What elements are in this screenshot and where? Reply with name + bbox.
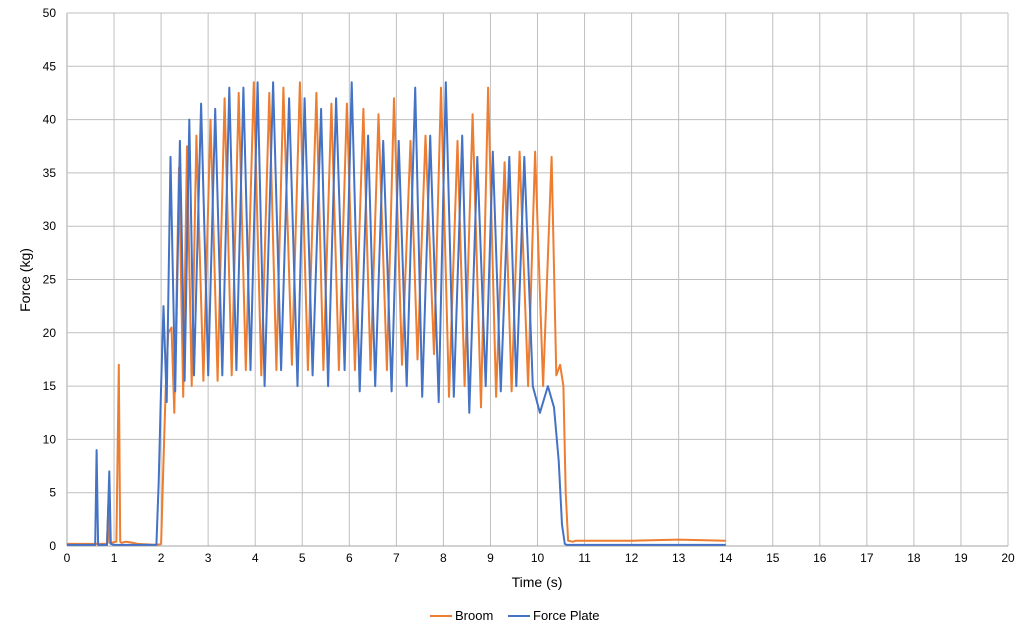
y-tick-label: 0 <box>49 539 56 553</box>
x-tick-label: 0 <box>64 551 71 565</box>
legend-label-broom: Broom <box>455 608 493 623</box>
x-tick-label: 3 <box>205 551 212 565</box>
y-tick-label: 30 <box>43 219 57 233</box>
x-tick-label: 9 <box>487 551 494 565</box>
series-lines <box>67 81 726 546</box>
y-tick-label: 5 <box>49 486 56 500</box>
y-tick-label: 45 <box>43 59 57 73</box>
legend: Broom Force Plate <box>430 608 599 623</box>
series-line-force-plate <box>67 81 726 546</box>
y-tick-label: 15 <box>43 379 57 393</box>
x-tick-label: 10 <box>531 551 545 565</box>
x-tick-label: 17 <box>860 551 874 565</box>
y-tick-label: 40 <box>43 113 57 127</box>
x-tick-label: 13 <box>672 551 686 565</box>
x-tick-label: 4 <box>252 551 259 565</box>
x-tick-label: 14 <box>719 551 733 565</box>
y-tick-labels: 0 5 10 15 20 25 30 35 40 45 50 <box>43 6 57 553</box>
legend-label-force-plate: Force Plate <box>533 608 599 623</box>
grid-lines <box>66 12 1009 547</box>
x-tick-label: 11 <box>578 551 591 565</box>
y-tick-label: 20 <box>43 326 57 340</box>
x-tick-label: 2 <box>158 551 165 565</box>
x-tick-label: 15 <box>766 551 780 565</box>
x-axis-title: Time (s) <box>512 574 563 590</box>
x-tick-label: 20 <box>1001 551 1015 565</box>
x-tick-label: 12 <box>625 551 639 565</box>
x-tick-label: 1 <box>111 551 118 565</box>
series-line-broom <box>67 81 726 546</box>
x-tick-labels: 0 1 2 3 4 5 6 7 8 9 10 11 12 13 14 15 16 17 18 19 20 <box>64 551 1015 565</box>
x-tick-label: 19 <box>954 551 968 565</box>
x-tick-label: 6 <box>346 551 353 565</box>
x-tick-label: 18 <box>907 551 921 565</box>
x-tick-label: 8 <box>440 551 447 565</box>
x-tick-label: 7 <box>393 551 400 565</box>
y-axis-title: Force (kg) <box>17 248 33 312</box>
y-tick-label: 25 <box>43 273 57 287</box>
y-tick-label: 35 <box>43 166 57 180</box>
x-tick-label: 16 <box>813 551 827 565</box>
y-tick-label: 50 <box>43 6 57 20</box>
y-tick-label: 10 <box>43 432 57 446</box>
x-tick-label: 5 <box>299 551 306 565</box>
